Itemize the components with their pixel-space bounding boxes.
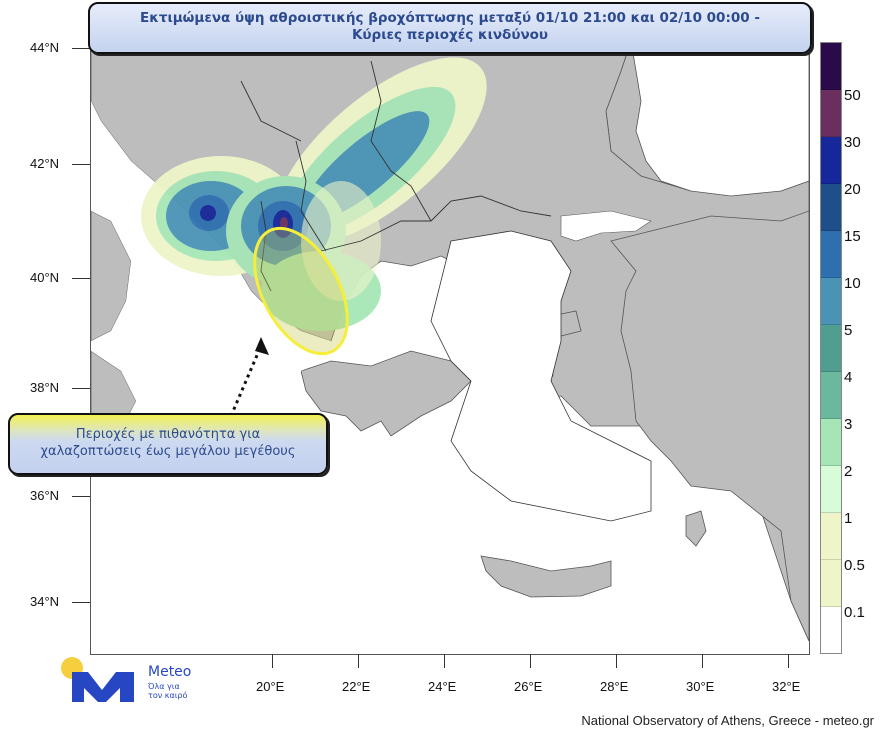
colorbar-segment	[821, 231, 841, 278]
lat-tick	[72, 164, 90, 165]
credit-text: National Observatory of Athens, Greece -…	[581, 713, 874, 728]
colorbar-label: 10	[844, 275, 861, 292]
lat-label: 34°N	[30, 594, 60, 609]
lon-label: 20°E	[256, 679, 285, 694]
colorbar-segment	[821, 372, 841, 419]
colorbar-segment	[821, 43, 841, 90]
colorbar-segment	[821, 419, 841, 466]
lat-label: 40°N	[30, 270, 60, 285]
lon-tick	[788, 654, 789, 668]
lat-tick	[72, 388, 90, 389]
colorbar-legend	[820, 42, 842, 654]
lat-label: 36°N	[30, 488, 60, 503]
colorbar-segment	[821, 278, 841, 325]
lon-tick	[702, 654, 703, 668]
lat-tick	[72, 48, 90, 49]
colorbar-segment	[821, 184, 841, 231]
logo-tagline: Όλα για τον καιρό	[148, 682, 187, 700]
lat-tick	[72, 602, 90, 603]
lat-tick	[72, 278, 90, 279]
arrow-pointer	[229, 337, 269, 417]
colorbar-label: 0.1	[844, 604, 865, 621]
precipitation-map	[90, 40, 810, 655]
logo-tagline-line2: τον καιρό	[148, 691, 188, 700]
lat-label: 42°N	[30, 156, 60, 171]
borders-layer	[240, 60, 552, 292]
colorbar-label: 30	[844, 134, 861, 151]
colorbar-segment	[821, 137, 841, 184]
lon-label: 30°E	[686, 679, 715, 694]
colorbar-label: 3	[844, 416, 853, 433]
lon-label: 26°E	[514, 679, 543, 694]
logo-name: Meteo	[148, 664, 192, 680]
colorbar-segment	[821, 90, 841, 137]
lon-label: 32°E	[772, 679, 801, 694]
precipitation-layer	[141, 57, 487, 331]
colorbar-label: 15	[844, 228, 861, 245]
colorbar-segment	[821, 325, 841, 372]
colorbar-segment	[821, 560, 841, 607]
map-title-line1: Εκτιμώμενα ύψη αθροιστικής βροχόπτωσης μ…	[140, 10, 760, 26]
colorbar-label: 4	[844, 369, 853, 386]
lat-label: 38°N	[30, 380, 60, 395]
meteo-logo-icon	[61, 657, 134, 702]
colorbar-label: 0.5	[844, 557, 865, 574]
hail-risk-callout: Περιοχές με πιθανότητα για χαλαζοπτώσεις…	[8, 413, 328, 475]
lon-label: 28°E	[600, 679, 629, 694]
lon-tick	[530, 654, 531, 668]
colorbar-label: 50	[844, 87, 861, 104]
marmara-sea	[560, 210, 652, 242]
logo-tagline-line1: Όλα για	[148, 682, 180, 691]
lon-tick	[616, 654, 617, 668]
aegean-sea	[430, 230, 652, 522]
colorbar-label: 5	[844, 322, 853, 339]
colorbar-segment	[821, 466, 841, 513]
callout-line2: χαλαζοπτώσεις έως μεγάλου μεγέθους	[40, 444, 296, 459]
colorbar-segment	[821, 607, 841, 653]
lon-tick	[272, 654, 273, 668]
colorbar-label: 20	[844, 181, 861, 198]
lon-tick	[358, 654, 359, 668]
black-sea	[630, 41, 809, 197]
map-title-line2: Κύριες περιοχές κινδύνου	[351, 27, 549, 43]
colorbar-label: 2	[844, 463, 853, 480]
lon-label: 24°E	[428, 679, 457, 694]
lat-label: 44°N	[30, 40, 60, 55]
map-canvas	[91, 41, 809, 654]
lat-tick	[72, 496, 90, 497]
colorbar-label: 1	[844, 510, 853, 527]
lon-tick	[444, 654, 445, 668]
map-title-box: Εκτιμώμενα ύψη αθροιστικής βροχόπτωσης μ…	[88, 2, 812, 54]
callout-line1: Περιοχές με πιθανότητα για	[75, 427, 261, 442]
hail-risk-ellipse	[253, 226, 349, 356]
lon-label: 22°E	[342, 679, 371, 694]
colorbar-segment	[821, 513, 841, 560]
